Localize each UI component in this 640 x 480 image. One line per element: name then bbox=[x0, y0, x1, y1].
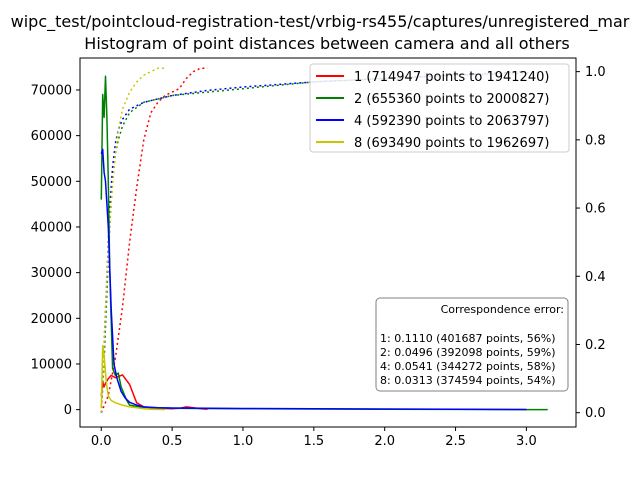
histogram-line-1 bbox=[100, 374, 208, 410]
y-tick-label: 70000 bbox=[31, 83, 72, 98]
correspondence-error-box: Correspondence error: 1: 0.1110 (401687 … bbox=[375, 297, 569, 392]
x-tick-label: 2.0 bbox=[374, 434, 395, 449]
chart-subtitle: Histogram of point distances between cam… bbox=[84, 34, 569, 53]
y-tick-label: 20000 bbox=[31, 312, 72, 327]
y2-tick-label: 0.8 bbox=[585, 133, 606, 148]
y-axis-right: 0.0 0.2 0.4 0.6 0.8 1.0 bbox=[576, 65, 606, 421]
y2-tick-label: 0.2 bbox=[585, 338, 606, 353]
cdf-line-1 bbox=[100, 67, 208, 413]
x-axis: 0.0 0.5 1.0 1.5 2.0 2.5 3.0 bbox=[91, 427, 537, 449]
annotation-heading: Correspondence error: bbox=[441, 303, 564, 316]
legend-label: 8 (693490 points to 1962697) bbox=[354, 136, 549, 151]
x-tick-label: 3.0 bbox=[516, 434, 537, 449]
legend-label: 1 (714947 points to 1941240) bbox=[354, 70, 549, 85]
y-tick-label: 10000 bbox=[31, 357, 72, 372]
y-tick-label: 60000 bbox=[31, 129, 72, 144]
histogram-line-3 bbox=[100, 148, 527, 411]
annotation-line: 4: 0.0541 (344272 points, 58%) bbox=[380, 360, 555, 373]
annotation-box bbox=[375, 297, 569, 392]
x-tick-label: 0.0 bbox=[91, 434, 112, 449]
x-tick-label: 1.0 bbox=[233, 434, 254, 449]
y-tick-label: 0 bbox=[64, 403, 72, 418]
y2-tick-label: 1.0 bbox=[585, 65, 606, 80]
y-tick-label: 40000 bbox=[31, 220, 72, 235]
chart-title: wipc_test/pointcloud-registration-test/v… bbox=[11, 12, 630, 32]
plot-area-frame bbox=[79, 57, 577, 428]
y2-tick-label: 0.6 bbox=[585, 202, 606, 217]
annotation-line: 1: 0.1110 (401687 points, 56%) bbox=[380, 332, 555, 345]
x-tick-label: 0.5 bbox=[162, 434, 183, 449]
legend-label: 2 (655360 points to 2000827) bbox=[354, 92, 549, 107]
x-tick-label: 1.5 bbox=[303, 434, 324, 449]
legend-label: 4 (592390 points to 2063797) bbox=[354, 114, 549, 129]
y2-tick-label: 0.0 bbox=[585, 406, 606, 421]
histogram-line-4 bbox=[100, 344, 166, 411]
legend-box bbox=[309, 63, 570, 153]
x-tick-label: 2.5 bbox=[445, 434, 466, 449]
annotation-line: 8: 0.0313 (374594 points, 54%) bbox=[380, 374, 555, 387]
y-tick-label: 50000 bbox=[31, 175, 72, 190]
legend: 1 (714947 points to 1941240) 2 (655360 po… bbox=[309, 63, 570, 153]
y-tick-label: 30000 bbox=[31, 266, 72, 281]
series-layer bbox=[100, 67, 548, 413]
cdf-line-4 bbox=[100, 67, 165, 413]
y2-tick-label: 0.4 bbox=[585, 270, 606, 285]
annotation-line: 2: 0.0496 (392098 points, 59%) bbox=[380, 346, 555, 359]
y-axis-left: 0 10000 20000 30000 40000 50000 60000 70000 bbox=[31, 83, 80, 418]
